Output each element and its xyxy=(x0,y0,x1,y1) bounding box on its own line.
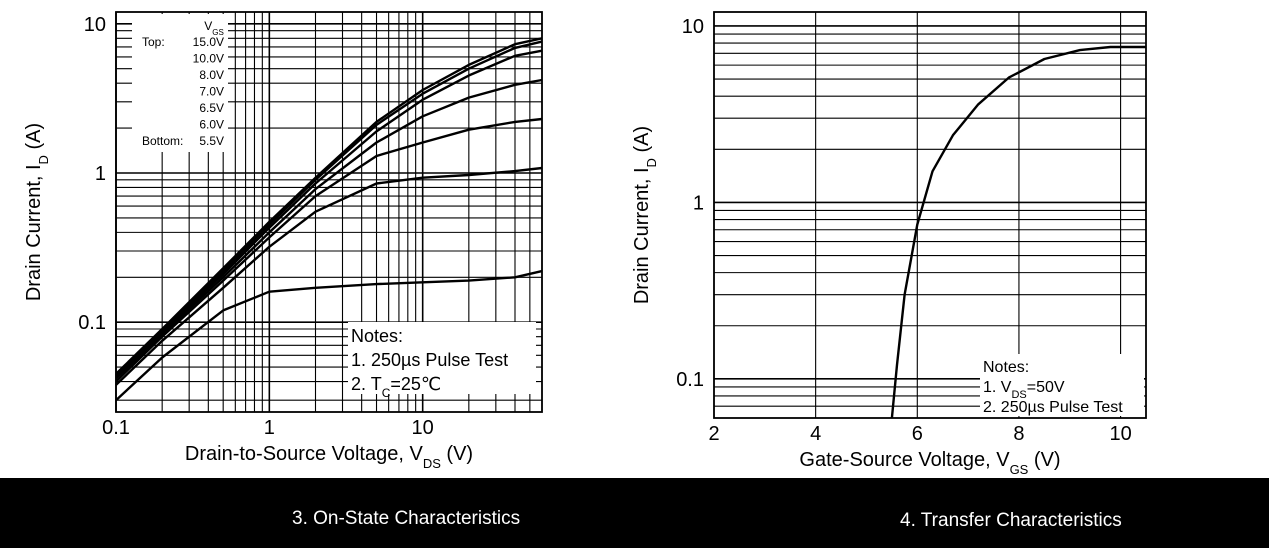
plot-area xyxy=(714,12,1146,418)
series-line xyxy=(115,166,543,386)
legend-entry: 15.0V xyxy=(193,35,224,49)
series-line xyxy=(890,45,1146,419)
series-line xyxy=(115,117,543,383)
x-axis-label: Gate-Source Voltage, VGS (V) xyxy=(799,449,1060,477)
series-line xyxy=(115,78,543,380)
y-tick-label: 10 xyxy=(84,14,106,36)
notes-title: Notes: xyxy=(351,326,403,346)
x-tick-label: 4 xyxy=(810,423,821,445)
legend-entry: 8.0V xyxy=(199,68,224,82)
y-tick-label: 1 xyxy=(95,163,106,185)
caption-band xyxy=(0,478,1269,548)
notes-box xyxy=(980,354,1144,416)
x-tick-label: 8 xyxy=(1013,423,1024,445)
y-tick-label: 1 xyxy=(693,192,704,214)
x-tick-label: 1 xyxy=(264,417,275,439)
x-tick-label: 2 xyxy=(708,423,719,445)
x-tick-label: 10 xyxy=(412,417,434,439)
note-line: 2. 250µs Pulse Test xyxy=(983,399,1123,416)
legend-prefix: Top: xyxy=(142,35,165,49)
x-axis-label: Drain-to-Source Voltage, VDS (V) xyxy=(185,443,473,471)
note-line: 1. VDS=50V xyxy=(983,379,1065,401)
y-axis-label: Drain Current, ID (A) xyxy=(631,126,659,304)
notes-box xyxy=(348,322,536,394)
series-line xyxy=(115,37,543,375)
y-tick-label: 10 xyxy=(682,16,704,38)
notes-title: Notes: xyxy=(983,359,1029,376)
legend-entry: 7.0V xyxy=(199,85,224,99)
note-line: 1. 250µs Pulse Test xyxy=(351,350,508,370)
note-line: 2. TC=25℃ xyxy=(351,374,441,400)
legend-entry: 5.5V xyxy=(199,134,224,148)
y-tick-label: 0.1 xyxy=(676,369,704,391)
x-tick-label: 6 xyxy=(912,423,923,445)
legend-box xyxy=(132,14,228,152)
series-line xyxy=(115,49,543,378)
legend-entry: 10.0V xyxy=(193,52,224,66)
caption-transfer: 4. Transfer Characteristics xyxy=(900,510,1122,531)
legend-prefix: Bottom: xyxy=(142,134,183,148)
plot-frame xyxy=(115,11,543,413)
legend-title: VGS xyxy=(204,19,224,37)
legend-entry: 6.5V xyxy=(199,101,224,115)
series-line xyxy=(115,269,543,402)
y-tick-label: 0.1 xyxy=(78,312,106,334)
legend-entry: 6.0V xyxy=(199,118,224,132)
plot-frame xyxy=(713,11,1147,419)
x-tick-label: 0.1 xyxy=(102,417,130,439)
series-line xyxy=(115,40,543,377)
y-axis-label: Drain Current, ID (A) xyxy=(23,123,51,301)
on-state-chart: 0.1 1 10 0.1 1 10 Drain-to-Source Voltage, VDS… xyxy=(23,11,543,471)
caption-on-state: 3. On-State Characteristics xyxy=(292,508,521,529)
x-tick-label: 10 xyxy=(1109,423,1131,445)
transfer-chart: 2 4 6 8 10 0.1 1 10 Gate-Source Voltage, VGS (V)… xyxy=(631,11,1147,477)
